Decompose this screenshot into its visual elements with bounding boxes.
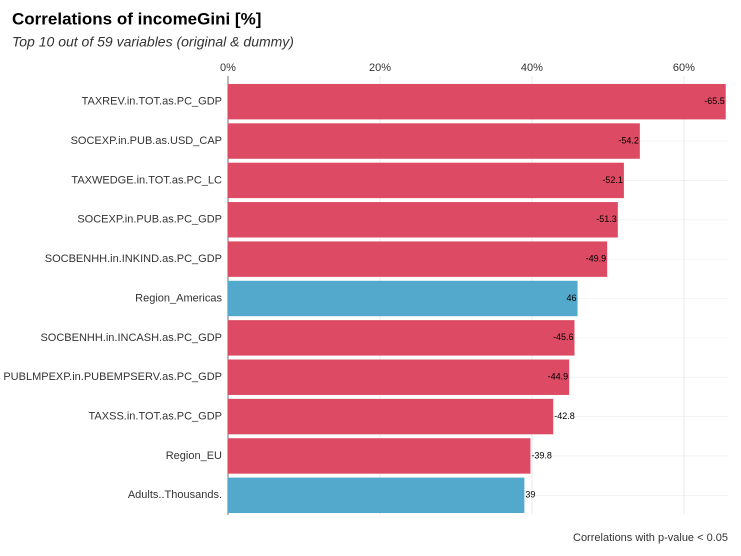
y-tick-label: PUBLMPEXP.in.PUBEMPSERV.as.PC_GDP — [3, 371, 222, 383]
value-label: 39 — [525, 490, 535, 500]
y-tick-label: Region_EU — [166, 450, 222, 462]
value-label: -42.8 — [554, 411, 575, 421]
y-tick-label: Adults..Thousands. — [128, 489, 222, 501]
bar — [228, 477, 525, 514]
y-tick-label: SOCBENHH.in.INCASH.as.PC_GDP — [40, 332, 222, 344]
chart-subtitle: Top 10 out of 59 variables (original & d… — [12, 34, 294, 50]
value-label: -49.9 — [586, 254, 607, 264]
bar — [228, 398, 554, 435]
x-tick-label: 0% — [220, 62, 236, 74]
value-label: -52.1 — [602, 175, 623, 185]
bar — [228, 359, 570, 395]
bar — [228, 280, 578, 317]
bar — [228, 320, 575, 356]
y-tick-label: TAXWEDGE.in.TOT.as.PC_LC — [71, 174, 222, 186]
y-tick-label: TAXSS.in.TOT.as.PC_GDP — [89, 410, 222, 422]
value-label: -65.5 — [704, 96, 725, 106]
bar — [228, 438, 531, 474]
bar — [228, 241, 608, 277]
value-label: -39.8 — [531, 450, 552, 460]
bar — [228, 123, 640, 159]
bar — [228, 202, 618, 238]
value-label: -51.3 — [596, 214, 617, 224]
y-tick-label: SOCBENHH.in.INKIND.as.PC_GDP — [45, 253, 222, 265]
bar — [228, 162, 624, 199]
y-tick-label: TAXREV.in.TOT.as.PC_GDP — [82, 96, 222, 108]
y-tick-label: SOCEXP.in.PUB.as.PC_GDP — [77, 214, 222, 226]
value-label: -45.6 — [553, 332, 574, 342]
chart-title: Correlations of incomeGini [%] — [12, 9, 261, 28]
y-tick-label: Region_Americas — [135, 292, 222, 304]
value-label: -54.2 — [618, 135, 639, 145]
value-label: -44.9 — [548, 372, 569, 382]
x-tick-label: 60% — [673, 62, 695, 74]
value-label: 46 — [567, 293, 577, 303]
chart-caption: Correlations with p-value < 0.05 — [573, 532, 728, 544]
y-tick-label: SOCEXP.in.PUB.as.USD_CAP — [71, 135, 222, 147]
x-tick-label: 40% — [521, 62, 543, 74]
x-tick-label: 20% — [369, 62, 391, 74]
bar — [228, 83, 726, 120]
